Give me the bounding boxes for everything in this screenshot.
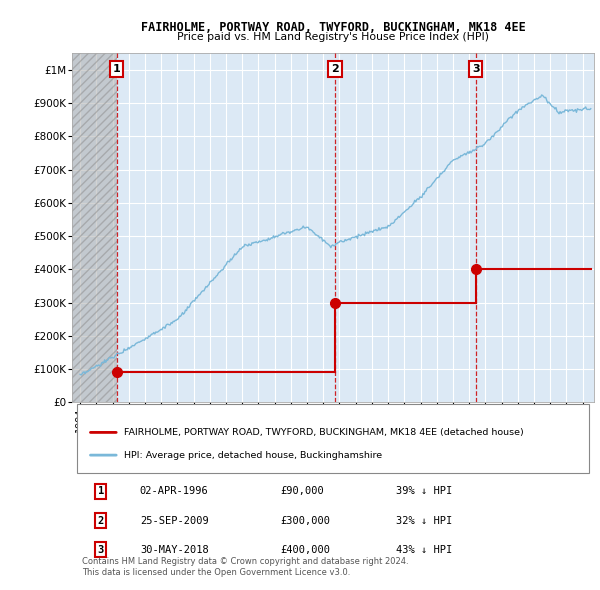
- Text: Contains HM Land Registry data © Crown copyright and database right 2024.
This d: Contains HM Land Registry data © Crown c…: [82, 558, 409, 577]
- Text: £300,000: £300,000: [281, 516, 331, 526]
- Text: 2: 2: [331, 64, 339, 74]
- Text: 3: 3: [98, 545, 104, 555]
- Text: 39% ↓ HPI: 39% ↓ HPI: [395, 486, 452, 496]
- Text: 30-MAY-2018: 30-MAY-2018: [140, 545, 209, 555]
- Text: FAIRHOLME, PORTWAY ROAD, TWYFORD, BUCKINGHAM, MK18 4EE: FAIRHOLME, PORTWAY ROAD, TWYFORD, BUCKIN…: [140, 21, 526, 34]
- Text: Price paid vs. HM Land Registry's House Price Index (HPI): Price paid vs. HM Land Registry's House …: [177, 32, 489, 42]
- Text: £400,000: £400,000: [281, 545, 331, 555]
- Text: 02-APR-1996: 02-APR-1996: [140, 486, 209, 496]
- Text: FAIRHOLME, PORTWAY ROAD, TWYFORD, BUCKINGHAM, MK18 4EE (detached house): FAIRHOLME, PORTWAY ROAD, TWYFORD, BUCKIN…: [124, 428, 524, 437]
- Bar: [72, 53, 116, 402]
- Text: 32% ↓ HPI: 32% ↓ HPI: [395, 516, 452, 526]
- Text: 2: 2: [98, 516, 104, 526]
- Text: 1: 1: [113, 64, 121, 74]
- Text: £90,000: £90,000: [281, 486, 325, 496]
- Text: 25-SEP-2009: 25-SEP-2009: [140, 516, 209, 526]
- Text: HPI: Average price, detached house, Buckinghamshire: HPI: Average price, detached house, Buck…: [124, 451, 382, 460]
- Text: 43% ↓ HPI: 43% ↓ HPI: [395, 545, 452, 555]
- Text: 1: 1: [98, 486, 104, 496]
- FancyBboxPatch shape: [77, 404, 589, 473]
- Text: 3: 3: [472, 64, 479, 74]
